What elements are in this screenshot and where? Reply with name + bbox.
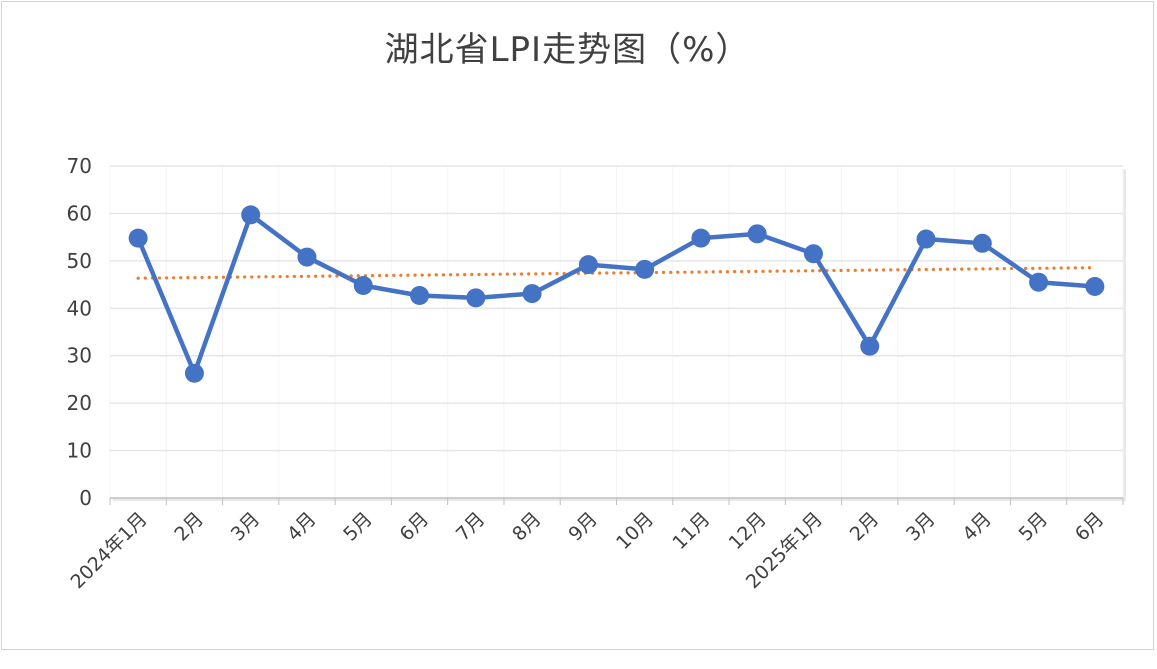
data-point — [691, 228, 711, 248]
data-point — [860, 336, 880, 356]
x-tick-label: 12月 — [725, 508, 771, 554]
x-tick-label: 4月 — [958, 508, 996, 546]
y-tick-label: 10 — [67, 439, 92, 463]
x-tick-label: 7月 — [452, 508, 490, 546]
data-point — [410, 285, 430, 305]
chart-title: 湖北省LPI走势图（%） — [384, 30, 751, 70]
x-tick-label: 2024年1月 — [67, 508, 152, 593]
x-tick-label: 5月 — [339, 508, 377, 546]
x-tick-label: 6月 — [396, 508, 434, 546]
data-point — [522, 284, 542, 304]
y-tick-label: 40 — [67, 296, 92, 320]
data-point — [972, 233, 992, 253]
data-point — [241, 205, 261, 225]
data-point — [466, 288, 486, 308]
x-tick-label: 5月 — [1015, 508, 1053, 546]
y-tick-label: 50 — [67, 249, 92, 273]
data-point — [1085, 276, 1105, 296]
x-tick-label: 11月 — [668, 508, 714, 554]
y-tick-label: 60 — [67, 201, 92, 225]
x-tick-label: 4月 — [283, 508, 321, 546]
data-point — [578, 255, 598, 275]
x-tick-label: 2月 — [170, 508, 208, 546]
y-tick-label: 70 — [67, 154, 92, 178]
data-point — [747, 224, 767, 244]
data-point — [184, 363, 204, 383]
data-point — [916, 229, 936, 249]
data-point — [635, 259, 655, 279]
x-tick-label: 2月 — [846, 508, 884, 546]
x-tick-label: 3月 — [227, 508, 265, 546]
x-tick-label: 10月 — [612, 508, 658, 554]
x-tick-label: 8月 — [508, 508, 546, 546]
y-tick-label: 0 — [79, 486, 92, 510]
data-point — [803, 244, 823, 264]
y-tick-label: 30 — [67, 344, 92, 368]
x-tick-label: 3月 — [902, 508, 940, 546]
data-point — [297, 247, 317, 267]
data-point — [1029, 272, 1049, 292]
data-point — [128, 228, 148, 248]
y-tick-label: 20 — [67, 391, 92, 415]
x-tick-label: 9月 — [564, 508, 602, 546]
data-point — [353, 276, 373, 296]
x-tick-label: 6月 — [1071, 508, 1109, 546]
